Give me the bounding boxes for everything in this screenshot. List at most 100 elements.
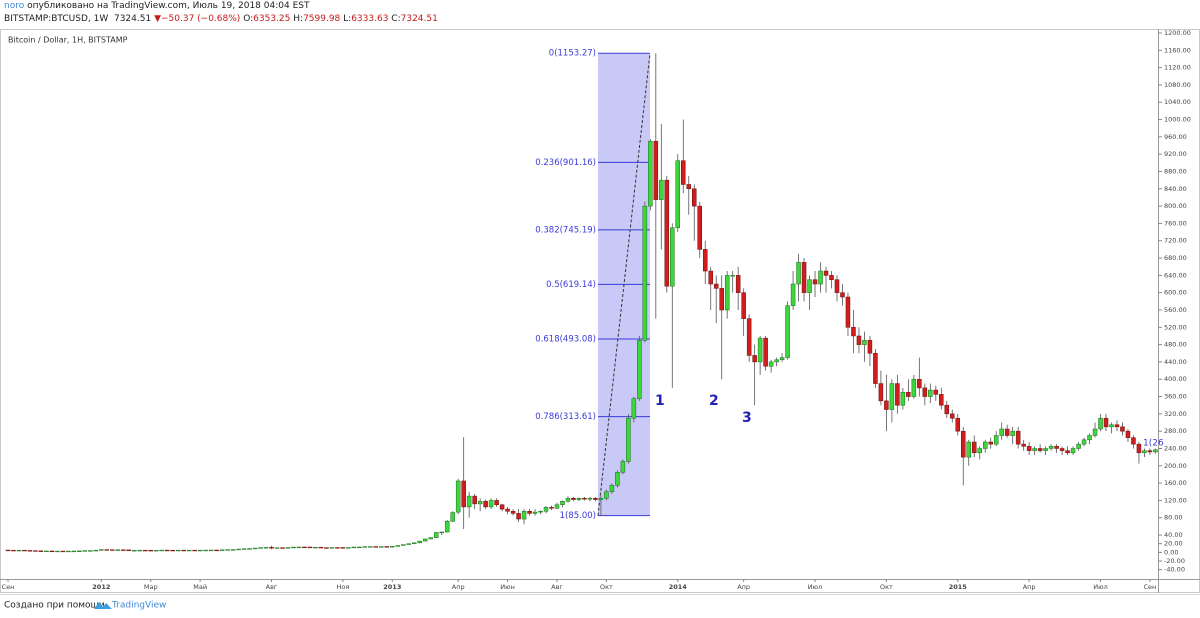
candle-body — [11, 549, 16, 552]
candle-body — [1109, 424, 1114, 428]
candle-body — [318, 546, 324, 549]
candle-body — [82, 550, 88, 552]
y-tick-label: 20.00 — [1164, 540, 1183, 548]
y-tick-label: 960.00 — [1164, 133, 1187, 141]
h: 7599.98 — [303, 14, 341, 24]
o-label: O: — [243, 14, 254, 24]
candle-body — [291, 546, 296, 549]
y-tick-label: -40.00 — [1164, 566, 1185, 574]
candle-body — [1125, 430, 1131, 438]
candle-body — [856, 335, 862, 345]
candle-body — [379, 546, 384, 548]
x-tick-label: Авг — [551, 583, 563, 591]
x-tick-label: Сен — [2, 583, 15, 591]
candle-body — [1054, 446, 1059, 449]
fib-label: 0.5(619.14) — [546, 280, 596, 290]
candle-body — [494, 500, 499, 506]
candle-body — [966, 441, 971, 458]
x-tick-label: 2014 — [669, 583, 688, 591]
candle-body — [675, 160, 681, 229]
candle-body — [944, 404, 950, 415]
candle-body — [713, 283, 719, 289]
y-tick-label: 800.00 — [1164, 202, 1187, 210]
candle-body — [648, 140, 653, 207]
candle-body — [181, 549, 186, 552]
y-tick-label: 120.00 — [1164, 496, 1187, 504]
wave-label: 1 — [655, 393, 665, 409]
y-tick-label: 440.00 — [1164, 358, 1187, 366]
x-tick-label: 2015 — [949, 583, 968, 591]
candle-body — [895, 383, 900, 406]
candle-body — [686, 184, 692, 190]
candle-body — [22, 549, 27, 552]
candle-body — [214, 549, 219, 552]
candle-body — [175, 549, 181, 552]
fib-label-clipped: 1(26 — [1143, 439, 1164, 449]
candle-body — [285, 547, 291, 549]
footer-text: Создано при помощи — [4, 601, 105, 611]
candle-body — [170, 549, 175, 552]
candle-body — [1010, 430, 1015, 436]
candle-body — [823, 270, 829, 276]
fib-label: 0.786(313.61) — [535, 412, 596, 422]
x-tick-label: Сен — [1144, 583, 1157, 591]
y-tick-label: 160.00 — [1164, 479, 1187, 487]
candle-body — [313, 546, 318, 549]
candle-body — [988, 441, 993, 445]
candle-body — [796, 262, 801, 285]
candle-body — [922, 387, 928, 397]
y-tick-label: 560.00 — [1164, 306, 1187, 314]
candle-body — [203, 549, 208, 552]
candle-body — [252, 547, 258, 550]
candle-body — [615, 472, 620, 486]
candle-body — [939, 394, 944, 406]
x-tick-label: Апр — [737, 583, 750, 591]
candle-body — [505, 508, 510, 512]
author[interactable]: noro — [4, 1, 25, 11]
x-tick-label: Ноя — [336, 583, 349, 591]
candle-body — [499, 504, 505, 510]
candle-body — [1037, 448, 1043, 451]
candle-body — [543, 507, 549, 512]
candle-body — [335, 547, 340, 549]
candle-body — [609, 485, 615, 493]
candle-body — [1032, 448, 1037, 451]
publish-line: noro опубликовано на TradingView.com, Ию… — [4, 1, 309, 11]
candle-body — [412, 542, 417, 544]
candle-body — [357, 546, 362, 549]
candle-body — [439, 531, 444, 534]
candle-body — [27, 550, 33, 552]
candle-body — [99, 549, 104, 551]
chart-title: Bitcoin / Dollar, 1H, BITSTAMP — [8, 36, 128, 45]
candle-body — [642, 205, 648, 341]
candle-body — [296, 546, 302, 549]
candle-body — [1147, 450, 1153, 453]
candle-body — [653, 140, 659, 200]
candle-body — [889, 383, 895, 410]
candle-body — [401, 544, 406, 546]
symbol-line: BITSTAMP:BTCUSD, 1W 7324.51 ▼−50.37 (−0.… — [4, 14, 438, 24]
candle-body — [110, 549, 115, 551]
candle-body — [746, 318, 752, 356]
tv-logo[interactable] — [94, 602, 112, 609]
candle-body — [928, 389, 933, 397]
candle-body — [241, 548, 247, 550]
fib-label: 1(85.00) — [560, 511, 596, 521]
y-tick-label: 240.00 — [1164, 444, 1187, 452]
y-tick-label: 400.00 — [1164, 375, 1187, 383]
candle-body — [818, 270, 823, 285]
candle-body — [565, 498, 571, 502]
candle-body — [873, 353, 878, 384]
candle-body — [1070, 448, 1076, 454]
candle-body — [417, 540, 422, 544]
candle-body — [692, 188, 697, 207]
candle-body — [455, 480, 461, 513]
candle-body — [730, 275, 735, 277]
candle-body — [121, 549, 126, 551]
l-label: L: — [343, 14, 352, 24]
candle-body — [186, 549, 192, 552]
footer-brand[interactable]: TradingView — [111, 601, 166, 611]
candle-body — [126, 549, 132, 551]
candle-body — [93, 549, 99, 552]
candle-body — [510, 510, 516, 514]
